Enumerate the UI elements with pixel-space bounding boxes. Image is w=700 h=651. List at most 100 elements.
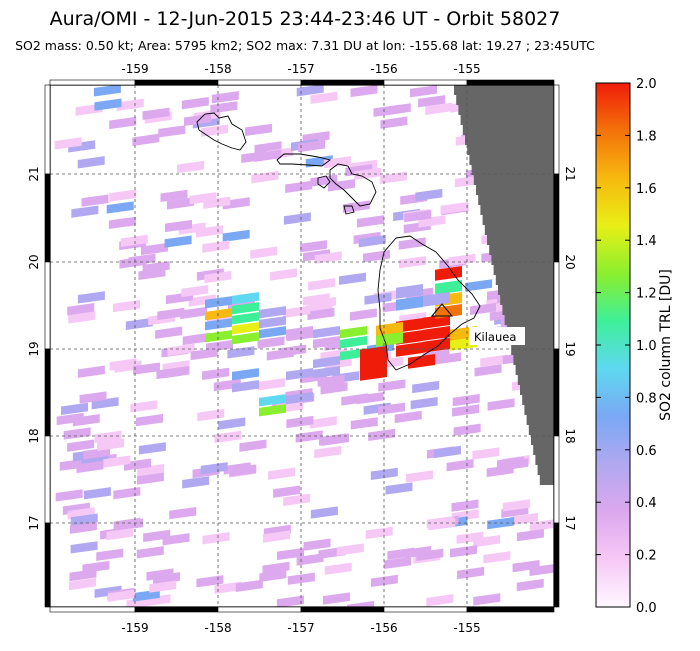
so2-pixel xyxy=(201,124,229,137)
no-data-pixel xyxy=(533,445,554,455)
so2-pixel xyxy=(232,322,259,335)
so2-pixel xyxy=(364,292,392,305)
so2-pixel xyxy=(434,352,462,365)
no-data-pixel xyxy=(506,325,554,335)
no-data-pixel xyxy=(484,225,554,235)
so2-pixel xyxy=(380,116,408,129)
so2-pixel xyxy=(273,485,301,498)
map-frame-border xyxy=(44,79,560,613)
so2-pixel xyxy=(379,171,407,184)
so2-pixel xyxy=(415,188,443,202)
lanai-coastline xyxy=(317,175,331,189)
so2-pixel xyxy=(286,368,313,381)
so2-pixel xyxy=(433,445,461,459)
no-data-pixel xyxy=(458,105,554,115)
so2-pixel xyxy=(124,458,152,471)
so2-pixel xyxy=(356,391,384,405)
so2-pixel xyxy=(423,313,450,329)
lon-tick-label-bottom: -159 xyxy=(121,621,148,635)
so2-pixel xyxy=(452,404,480,417)
so2-pixel xyxy=(511,512,539,526)
so2-pixel xyxy=(109,116,137,130)
so2-pixel xyxy=(155,326,183,339)
so2-pixel xyxy=(410,397,438,410)
colorbar-label: SO2 column TRL [DU] xyxy=(658,269,674,421)
no-data-pixel xyxy=(493,265,554,275)
so2-pixel xyxy=(314,445,342,459)
so2-pixel xyxy=(340,336,367,349)
so2-pixel xyxy=(182,332,210,346)
so2-pixel xyxy=(83,487,111,500)
so2-pixel xyxy=(283,305,311,318)
so2-pixel xyxy=(138,267,166,280)
so2-pixel xyxy=(426,594,454,607)
so2-pixel xyxy=(56,412,84,426)
so2-pixel xyxy=(76,460,104,474)
so2-pixel xyxy=(501,458,529,471)
so2-pixel xyxy=(106,201,134,214)
so2-pixel xyxy=(205,330,232,343)
so2-pixel xyxy=(378,402,406,415)
so2-pixel xyxy=(81,194,109,207)
so2-pixel xyxy=(396,341,423,357)
no-data-pixel xyxy=(476,185,554,195)
lat-tick-label-right: 18 xyxy=(563,428,577,443)
so2-pixel xyxy=(409,85,437,98)
so2-pixel xyxy=(303,538,331,551)
so2-pixel xyxy=(257,336,285,349)
so2-pixel xyxy=(259,404,286,417)
so2-pixel xyxy=(214,430,242,443)
so2-pixel xyxy=(425,102,453,115)
so2-pixel xyxy=(218,417,246,430)
no-data-pixel xyxy=(526,415,554,425)
so2-pixel xyxy=(383,103,411,116)
map-subtitle: SO2 mass: 0.50 kt; Area: 5795 km2; SO2 m… xyxy=(15,38,595,53)
lat-tick-label-left: 18 xyxy=(27,428,41,443)
no-data-pixel xyxy=(520,385,554,395)
oahu-coastline xyxy=(196,112,247,151)
so2-pixel xyxy=(158,125,186,138)
maui-coastline xyxy=(329,163,377,207)
so2-pixel xyxy=(214,581,242,594)
so2-pixel xyxy=(97,438,125,451)
so2-pixel xyxy=(404,545,432,559)
so2-pixel xyxy=(309,296,337,310)
no-data-pixel xyxy=(509,335,554,345)
lat-tick-label-left: 17 xyxy=(27,515,41,530)
so2-pixel xyxy=(283,493,311,506)
so2-pixel xyxy=(205,318,232,331)
kilauea-marker-icon xyxy=(430,303,454,317)
so2-pixel xyxy=(448,253,476,266)
lat-tick-label-left: 20 xyxy=(27,254,41,269)
lat-tick-label-right: 21 xyxy=(563,166,577,181)
so2-pixel xyxy=(70,513,98,526)
so2-pixel xyxy=(113,517,141,531)
so2-pixel xyxy=(181,97,209,110)
so2-pixel xyxy=(195,225,223,238)
so2-pixel xyxy=(165,219,193,233)
so2-pixel xyxy=(229,464,257,477)
so2-pixel xyxy=(164,235,192,248)
so2-pixel xyxy=(205,296,232,309)
colorbar-tick-label: 0.6 xyxy=(636,444,657,459)
so2-pixel xyxy=(279,344,307,357)
lat-tick-label-right: 20 xyxy=(563,254,577,269)
so2-pixel xyxy=(362,249,390,263)
lon-tick-label-top: -158 xyxy=(204,62,231,76)
lon-tick-label-top: -156 xyxy=(370,62,397,76)
so2-pixel xyxy=(232,312,259,325)
so2-pixel xyxy=(480,354,508,367)
so2-pixel xyxy=(54,137,82,150)
so2-pixel xyxy=(394,410,422,424)
no-data-pixel xyxy=(502,305,554,315)
so2-pixel xyxy=(263,530,291,543)
so2-pixel xyxy=(77,291,105,304)
so2-pixel xyxy=(68,311,96,324)
so2-pixel xyxy=(426,515,454,529)
so2-pixel xyxy=(77,365,105,378)
so2-pixel xyxy=(202,367,230,380)
so2-pixel xyxy=(365,526,393,540)
so2-pixel xyxy=(259,306,286,319)
so2-pixel xyxy=(349,308,377,321)
no-data-pixel xyxy=(511,345,554,355)
